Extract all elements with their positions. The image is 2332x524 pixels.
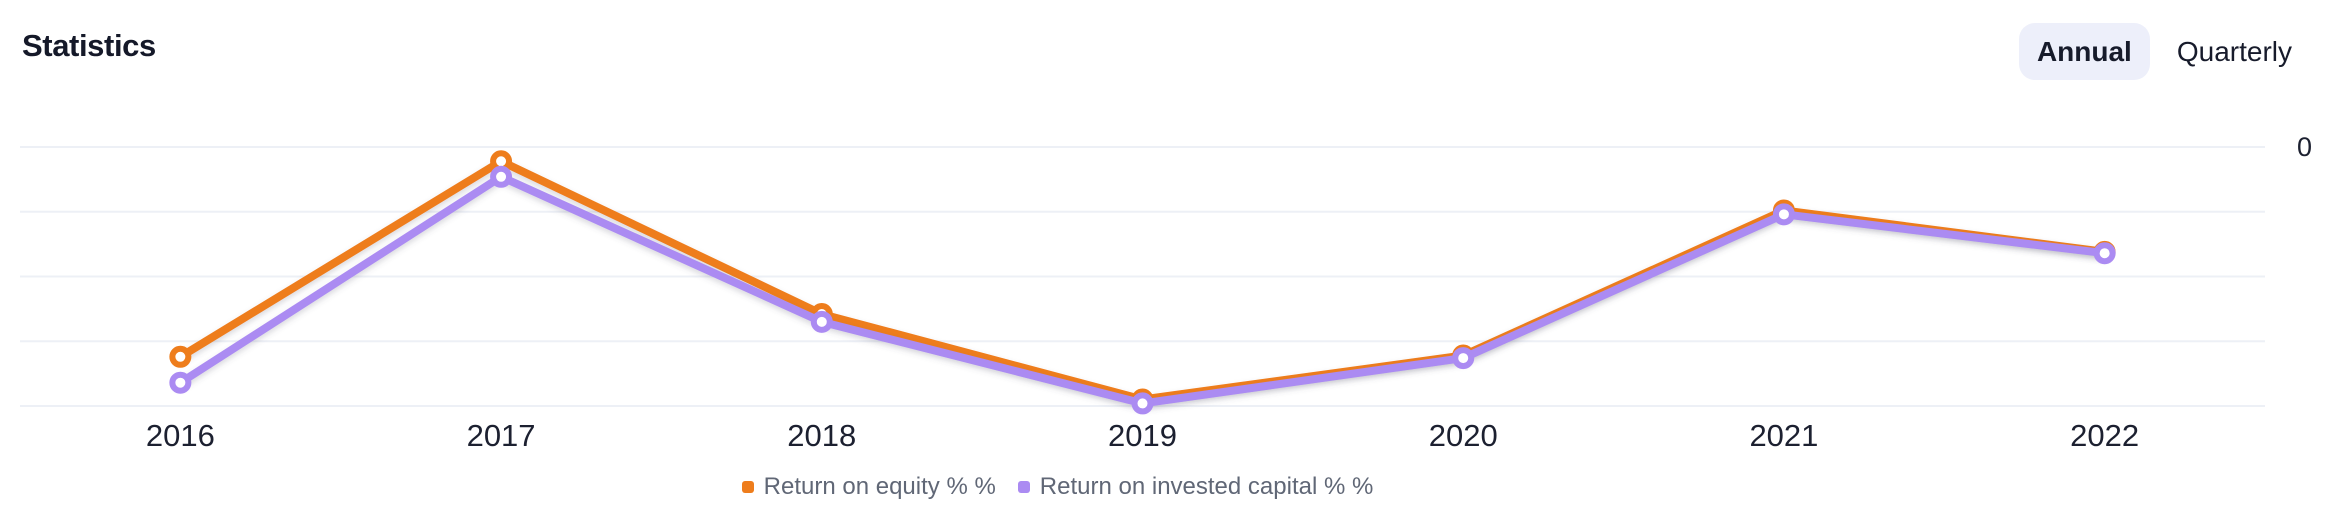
chart-legend: Return on equity % % Return on invested … [0, 471, 2115, 503]
x-axis-label: 2022 [2070, 418, 2139, 453]
legend-item-equity[interactable]: Return on equity % % [741, 473, 996, 501]
series-return-on-invested-capital [169, 165, 2116, 415]
legend-label-invested-capital: Return on invested capital % % [1039, 473, 1374, 500]
x-axis-labels: 2016 2017 2018 2019 2020 2021 2022 [146, 418, 2139, 453]
x-axis-label: 2016 [146, 418, 215, 453]
legend-item-invested-capital[interactable]: Return on invested capital % % [1017, 473, 1374, 501]
x-axis-label: 2019 [1108, 418, 1177, 453]
quarterly-button[interactable]: Quarterly [2177, 23, 2292, 80]
data-point-marker-2018[interactable] [810, 310, 833, 333]
data-point-marker-2022[interactable] [2093, 242, 2116, 265]
x-axis-label: 2017 [467, 418, 536, 453]
data-point-marker-2017[interactable] [490, 165, 513, 188]
legend-label-equity: Return on equity % % [763, 473, 996, 500]
invested-capital-swatch-icon [1017, 481, 1030, 493]
x-axis-label: 2020 [1429, 418, 1498, 453]
x-axis-label: 2021 [1749, 418, 1818, 453]
data-point-marker-2019[interactable] [1131, 392, 1154, 415]
data-point-marker-2021[interactable] [1772, 203, 1795, 226]
data-point-marker-2016[interactable] [169, 371, 192, 394]
gridlines [20, 146, 2265, 407]
line-chart[interactable]: 0 2016 2017 2018 2019 2020 2021 2022 [0, 85, 2332, 480]
equity-swatch-icon [741, 481, 754, 493]
series-return-on-equity [169, 150, 2116, 411]
x-axis-label: 2018 [787, 418, 856, 453]
annual-button[interactable]: Annual [2018, 23, 2150, 80]
data-point-marker-2016[interactable] [169, 345, 192, 368]
data-point-marker-2020[interactable] [1452, 347, 1475, 370]
period-toggle: Annual Quarterly [2018, 23, 2292, 80]
page-title: Statistics [22, 28, 156, 63]
y-axis-tick-label: 0 [2297, 132, 2312, 162]
